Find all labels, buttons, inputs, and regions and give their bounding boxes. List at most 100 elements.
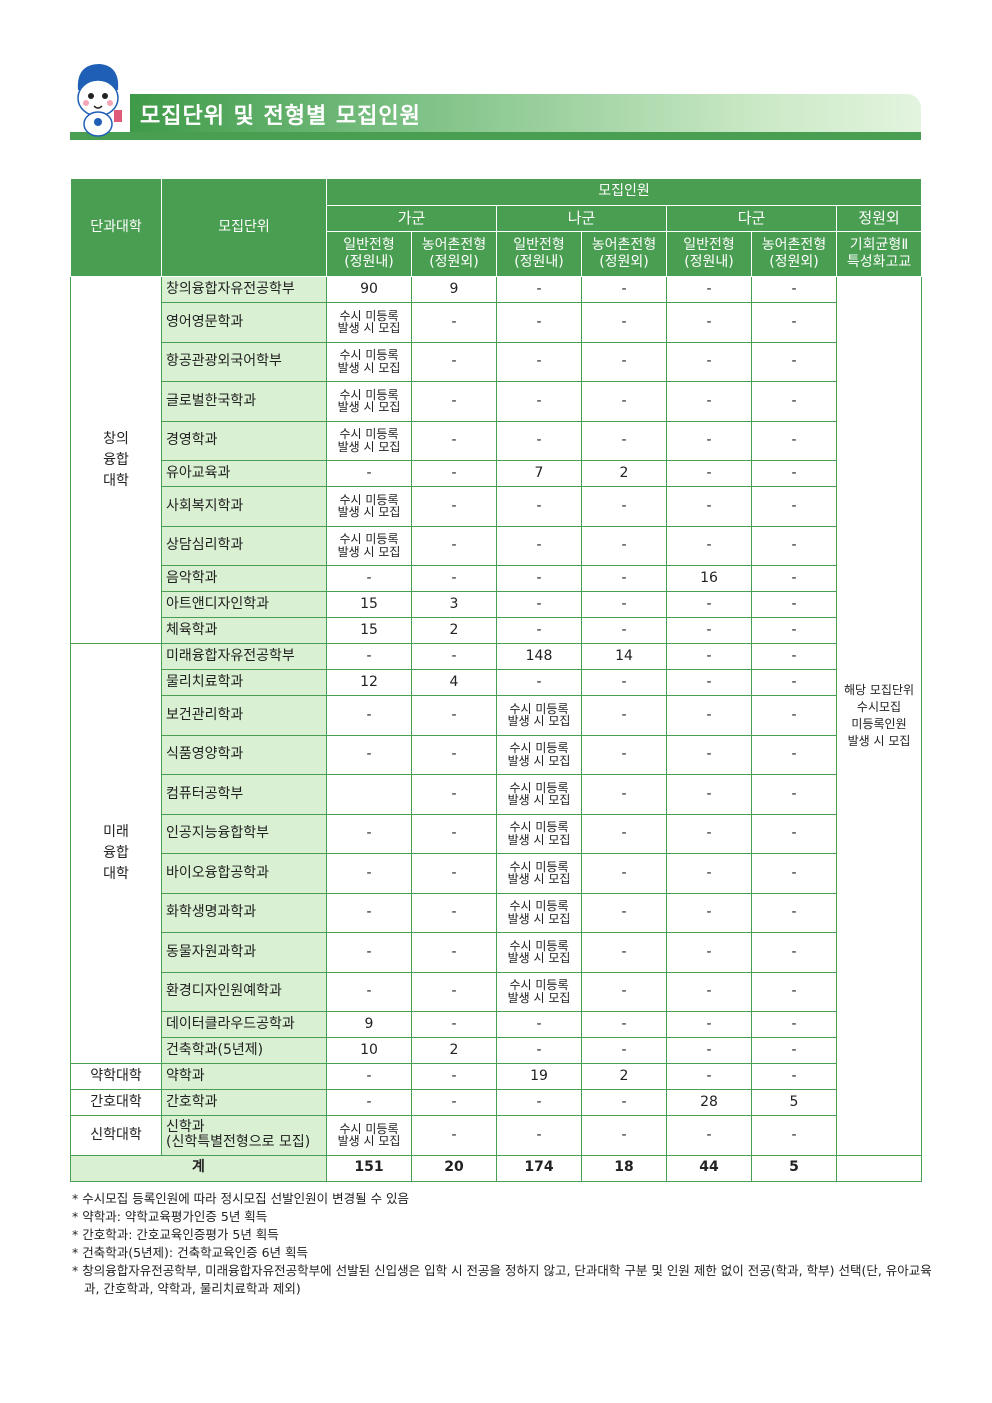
quota-line: 발생 시 모집 bbox=[507, 832, 571, 847]
quota-line: 발생 시 모집 bbox=[507, 990, 571, 1005]
header-type-line: (정원외) bbox=[429, 254, 479, 270]
college-name: 약학대학 bbox=[70, 1063, 162, 1090]
quota-cell: - bbox=[581, 1115, 667, 1156]
quota-line: 발생 시 모집 bbox=[507, 753, 571, 768]
quota-cell: - bbox=[581, 932, 667, 973]
header-group: 정원외 bbox=[835, 205, 923, 232]
quota-cell: - bbox=[581, 892, 667, 933]
quota-cell: 2 bbox=[581, 1063, 667, 1090]
section-banner: 모집단위 및 전형별 모집인원 bbox=[70, 64, 921, 142]
quota-line: 수시 미등록 bbox=[509, 820, 569, 835]
quota-cell: - bbox=[666, 1063, 752, 1090]
table-row: 유아교육과 - -7 2- - bbox=[71, 460, 922, 487]
quota-cell: - bbox=[751, 853, 837, 894]
department-name: 식품영양학과 bbox=[161, 734, 327, 775]
college-name: 창의 융합 대학 bbox=[70, 276, 162, 644]
quota-cell: - bbox=[666, 460, 752, 487]
quota-cell: - bbox=[751, 1063, 837, 1090]
table-row: 글로벌한국학과 수시 미등록 발생 시 모집 - - - - - bbox=[71, 381, 922, 422]
quota-cell bbox=[326, 774, 412, 815]
quota-cell: - bbox=[666, 643, 752, 670]
quota-cell: 14 bbox=[581, 643, 667, 670]
header-type-line: (정원내) bbox=[684, 254, 734, 270]
header-type-line: 농어촌전형 bbox=[591, 236, 657, 253]
quota-cell: - bbox=[496, 302, 582, 343]
quota-cell: 수시 미등록 발생 시 모집 bbox=[496, 932, 582, 973]
quota-cell: - bbox=[581, 669, 667, 696]
header-group: 다군 bbox=[666, 205, 837, 232]
quota-line: 수시 미등록 bbox=[339, 427, 399, 442]
quota-cell: - bbox=[666, 1011, 752, 1038]
college-name-line: 신학대학 bbox=[90, 1126, 142, 1143]
college-name: 간호대학 bbox=[70, 1089, 162, 1116]
header-type-line: (정원내) bbox=[514, 254, 564, 270]
mascot-logo bbox=[77, 64, 122, 137]
quota-cell: - bbox=[581, 734, 667, 775]
quota-cell: - bbox=[411, 1063, 497, 1090]
quota-cell: - bbox=[666, 617, 752, 644]
quota-cell: 수시 미등록 발생 시 모집 bbox=[326, 486, 412, 527]
table-row: 컴퓨터공학부 - 수시 미등록 발생 시 모집 - - - bbox=[71, 774, 922, 815]
department-name: 동물자원과학과 bbox=[161, 932, 327, 973]
quota-cell: - bbox=[666, 1037, 752, 1064]
header-type: 농어촌전형 (정원외) bbox=[751, 231, 837, 277]
quota-line: 발생 시 모집 bbox=[507, 951, 571, 966]
department-name: 인공지능융합학부 bbox=[161, 813, 327, 854]
quota-cell: - bbox=[581, 971, 667, 1012]
table-row: 환경디자인원예학과 - - 수시 미등록 발생 시 모집 - - - bbox=[71, 971, 922, 1012]
quota-cell: - bbox=[411, 853, 497, 894]
quota-cell: - bbox=[581, 1011, 667, 1038]
quota-cell: - bbox=[666, 302, 752, 343]
table-row: 보건관리학과 - - 수시 미등록 발생 시 모집 - - - bbox=[71, 695, 922, 736]
quota-cell: 4 bbox=[411, 669, 497, 696]
quota-cell: 15 bbox=[326, 591, 412, 618]
table-row: 인공지능융합학부 - - 수시 미등록 발생 시 모집 - - - bbox=[71, 813, 922, 854]
quota-cell: - bbox=[326, 460, 412, 487]
quota-cell: - bbox=[496, 669, 582, 696]
quota-cell: - bbox=[496, 1115, 582, 1156]
quota-cell: 2 bbox=[581, 460, 667, 487]
quota-line: 발생 시 모집 bbox=[507, 911, 571, 926]
department-name: 영어영문학과 bbox=[161, 302, 327, 343]
department-name-line: (신학특별전형으로 모집) bbox=[166, 1134, 311, 1151]
header-type: 일반전형 (정원내) bbox=[666, 231, 752, 277]
header-unit: 모집단위 bbox=[161, 178, 327, 277]
quota-cell: - bbox=[751, 565, 837, 592]
table-row: 창의 융합 대학 창의융합자유전공학부 90 9- - - - 해당 모집단위 수시모집 미등록인원 발… bbox=[70, 276, 923, 1156]
quota-line: 수시 미등록 bbox=[509, 859, 569, 874]
quota-cell: 수시 미등록 발생 시 모집 bbox=[496, 892, 582, 933]
quota-cell: - bbox=[581, 813, 667, 854]
quota-cell: 9 bbox=[411, 276, 497, 303]
quota-cell: - bbox=[751, 734, 837, 775]
header-type-line: (정원외) bbox=[769, 254, 819, 270]
table-row: 바이오융합공학과 - - 수시 미등록 발생 시 모집 - - - bbox=[71, 853, 922, 894]
total-value: 44 bbox=[666, 1154, 752, 1182]
quota-cell: 수시 미등록 발생 시 모집 bbox=[496, 774, 582, 815]
quota-line: 수시 미등록 bbox=[339, 308, 399, 323]
quota-line: 발생 시 모집 bbox=[337, 360, 401, 375]
quota-cell: - bbox=[496, 341, 582, 382]
total-value: 5 bbox=[751, 1154, 837, 1182]
quota-cell: - bbox=[751, 302, 837, 343]
quota-cell: 148 bbox=[496, 643, 582, 670]
quota-cell: - bbox=[751, 276, 837, 303]
quota-cell: - bbox=[496, 276, 582, 303]
total-value: 20 bbox=[411, 1154, 497, 1182]
quota-cell: 수시 미등록 발생 시 모집 bbox=[326, 341, 412, 382]
quota-cell: 수시 미등록 발생 시 모집 bbox=[326, 420, 412, 461]
footnote: * 창의융합자유전공학부, 미래융합자유전공학부에 선발된 신입생은 입학 시 … bbox=[72, 1263, 932, 1296]
quota-cell: - bbox=[326, 1089, 412, 1116]
quota-cell: 3 bbox=[411, 591, 497, 618]
quota-cell: - bbox=[411, 341, 497, 382]
quota-cell: 90 bbox=[326, 276, 412, 303]
college-name-line: 융합 bbox=[103, 845, 129, 861]
header-type: 일반전형 (정원내) bbox=[496, 231, 582, 277]
quota-cell: - bbox=[411, 892, 497, 933]
quota-cell: - bbox=[751, 892, 837, 933]
quota-cell: - bbox=[581, 617, 667, 644]
quota-cell: - bbox=[411, 460, 497, 487]
header-type: 농어촌전형 (정원외) bbox=[581, 231, 667, 277]
department-name: 환경디자인원예학과 bbox=[161, 971, 327, 1012]
quota-cell: 수시 미등록 발생 시 모집 bbox=[326, 381, 412, 422]
quota-cell: - bbox=[751, 486, 837, 527]
